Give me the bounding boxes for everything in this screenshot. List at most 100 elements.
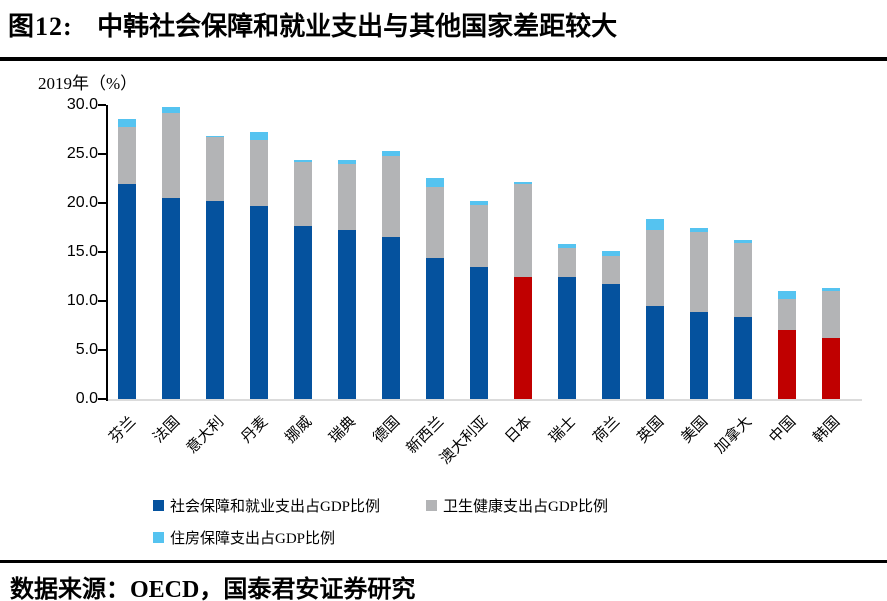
segment-social <box>426 257 444 399</box>
y-tick <box>98 251 106 253</box>
segment-social <box>294 225 312 399</box>
segment-housing <box>514 182 532 185</box>
source-text: 数据来源：OECD，国泰君安证券研究 <box>10 577 416 601</box>
y-tick <box>98 153 106 155</box>
bar-italy <box>206 136 224 399</box>
plot-area: 30.0 25.0 20.0 15.0 10.0 5.0 0.0 <box>67 96 862 407</box>
chart: 2019年（%） 30.0 25.0 20.0 15.0 10.0 5.0 0.0 芬兰 法国… <box>0 61 887 556</box>
segment-social <box>338 229 356 399</box>
bar-canada <box>734 240 752 399</box>
segment-health <box>734 243 752 317</box>
segment-housing <box>250 132 268 141</box>
y-tick-label: 20.0 <box>66 194 98 211</box>
y-tick-label: 5.0 <box>75 341 98 358</box>
segment-social <box>646 305 664 399</box>
segment-housing <box>602 251 620 256</box>
segment-social <box>470 266 488 399</box>
footer: 数据来源：OECD，国泰君安证券研究 <box>0 560 887 601</box>
segment-health <box>602 255 620 285</box>
segment-health <box>382 156 400 238</box>
y-tick <box>98 300 106 302</box>
legend-label-social: 社会保障和就业支出占GDP比例 <box>170 499 381 515</box>
bar-uk <box>646 218 664 399</box>
segment-social <box>206 201 224 399</box>
bar-france <box>162 106 180 399</box>
y-tick <box>98 104 106 106</box>
bar-usa <box>690 227 708 399</box>
bars <box>108 105 848 399</box>
legend-swatch-housing <box>153 532 164 543</box>
segment-health <box>822 291 840 339</box>
segment-housing <box>338 159 356 164</box>
segment-health <box>778 299 796 331</box>
segment-health <box>206 137 224 201</box>
bar-germany <box>382 151 400 399</box>
segment-social <box>690 311 708 399</box>
segment-housing <box>558 244 576 249</box>
y-tick-label: 15.0 <box>66 243 98 260</box>
segment-social <box>514 276 532 399</box>
axis-unit-note: 2019年（%） <box>38 74 138 93</box>
y-tick-label: 25.0 <box>66 145 98 162</box>
y-tick-label: 0.0 <box>75 390 98 407</box>
segment-housing <box>734 240 752 244</box>
legend-label-health: 卫生健康支出占GDP比例 <box>443 499 609 515</box>
bar-japan <box>514 182 532 399</box>
bar-korea <box>822 288 840 399</box>
segment-health <box>514 184 532 277</box>
segment-health <box>250 140 268 206</box>
x-labels: 芬兰 法国 意大利 丹麦 挪威 瑞典 德国 新西兰 澳大利亚 日本 瑞士 荷兰 英国 美国 加拿大 中国 韩国 <box>106 403 848 499</box>
segment-health <box>426 187 444 258</box>
y-tick <box>98 349 106 351</box>
y-tick-label: 10.0 <box>66 292 98 309</box>
segment-social <box>162 198 180 399</box>
title-bar: 图12: 中韩社会保障和就业支出与其他国家差距较大 <box>0 0 887 61</box>
segment-social <box>382 237 400 399</box>
bar-denmark <box>250 132 268 399</box>
segment-health <box>118 126 136 185</box>
segment-social <box>602 284 620 399</box>
segment-health <box>646 229 664 306</box>
segment-social <box>250 205 268 399</box>
segment-health <box>338 163 356 230</box>
segment-housing <box>382 151 400 157</box>
y-tick-label: 30.0 <box>66 96 98 113</box>
bar-china <box>778 291 796 399</box>
figure-label: 图12: <box>8 12 73 41</box>
segment-housing <box>646 218 664 230</box>
segment-health <box>294 161 312 226</box>
segment-housing <box>470 201 488 206</box>
bar-australia <box>470 201 488 399</box>
segment-health <box>558 248 576 277</box>
segment-social <box>558 276 576 399</box>
segment-health <box>162 112 180 199</box>
segment-social <box>734 316 752 399</box>
bar-switzerland <box>558 244 576 399</box>
segment-social <box>822 338 840 399</box>
legend-item-housing: 住房保障支出占GDP比例 <box>153 527 335 548</box>
bar-sweden <box>338 159 356 399</box>
legend: 社会保障和就业支出占GDP比例 卫生健康支出占GDP比例 住房保障支出占GDP比… <box>153 495 608 559</box>
segment-housing <box>162 106 180 113</box>
segment-housing <box>822 288 840 292</box>
segment-health <box>690 232 708 312</box>
page-title: 中韩社会保障和就业支出与其他国家差距较大 <box>97 12 618 41</box>
segment-housing <box>778 291 796 300</box>
legend-item-health: 卫生健康支出占GDP比例 <box>426 495 608 516</box>
y-tick <box>98 398 106 400</box>
segment-health <box>470 205 488 267</box>
segment-housing <box>690 227 708 233</box>
segment-housing <box>426 177 444 188</box>
segment-housing <box>294 159 312 162</box>
legend-item-social: 社会保障和就业支出占GDP比例 <box>153 495 380 516</box>
segment-housing <box>118 118 136 127</box>
x-axis-baseline <box>108 399 862 401</box>
bar-finland <box>118 118 136 399</box>
bar-norway <box>294 159 312 399</box>
bar-new-zealand <box>426 177 444 399</box>
legend-label-housing: 住房保障支出占GDP比例 <box>170 531 336 547</box>
bar-netherlands <box>602 251 620 399</box>
legend-row-1: 社会保障和就业支出占GDP比例 卫生健康支出占GDP比例 <box>153 495 608 516</box>
legend-swatch-health <box>426 500 438 511</box>
